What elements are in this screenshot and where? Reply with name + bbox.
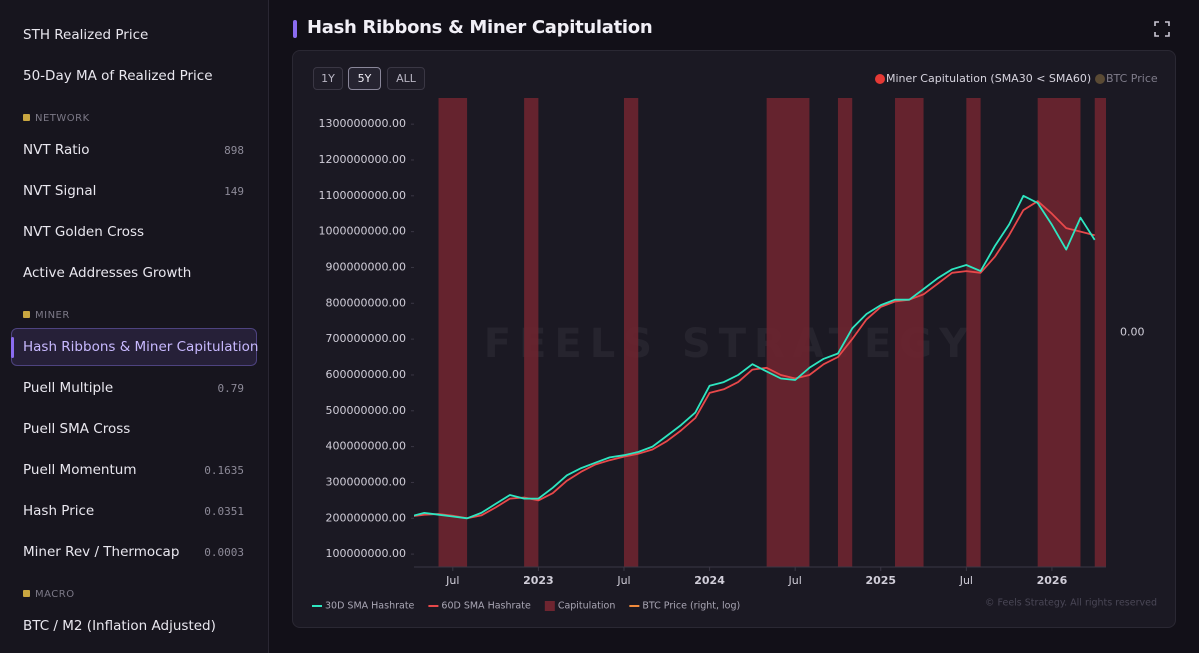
x-tick-label: Jul	[616, 574, 630, 587]
item-label: Puell SMA Cross	[23, 420, 131, 437]
y-tick-label: 200000000.00	[326, 511, 406, 524]
sidebar-item[interactable]: Hash Ribbons & Miner Capitulation	[0, 327, 268, 368]
plot	[414, 98, 1106, 567]
capitulation-band	[438, 98, 468, 567]
item-label: STH Realized Price	[23, 26, 149, 43]
sidebar-section: NETWORK	[0, 97, 268, 130]
item-label: NVT Ratio	[23, 141, 90, 158]
range-button[interactable]: 5Y	[348, 67, 381, 90]
y-tick-label: 400000000.00	[326, 440, 406, 453]
item-label: Miner Rev / Thermocap	[23, 543, 180, 560]
y-tick-label: 500000000.00	[326, 404, 406, 417]
sidebar-section: MACRO	[0, 573, 268, 606]
fullscreen-icon[interactable]	[1153, 20, 1171, 38]
x-tick-label: Jul	[445, 574, 459, 587]
sidebar-item[interactable]: Puell Momentum 0.1635	[0, 450, 268, 491]
legend-label: BTC Price	[1106, 72, 1158, 85]
y-tick-label: 800000000.00	[326, 296, 406, 309]
y-tick-label: 700000000.00	[326, 332, 406, 345]
y-tick-label: 1300000000.00	[319, 117, 406, 130]
item-label: NVT Golden Cross	[23, 223, 145, 240]
item-value: 898	[224, 143, 244, 157]
sidebar-item[interactable]: Active Addresses Growth	[0, 253, 268, 294]
legend-label: Capitulation	[558, 601, 616, 612]
x-tick-label: 2024	[694, 574, 725, 587]
x-tick-label: Jul	[788, 574, 802, 587]
item-value: 0.0003	[204, 545, 244, 559]
y-tick-label: 1000000000.00	[319, 225, 406, 238]
capitulation-band	[1094, 98, 1106, 567]
y-tick-label: 600000000.00	[326, 368, 406, 381]
item-label: Puell Momentum	[23, 461, 137, 478]
legend-label: Miner Capitulation (SMA30 < SMA60)	[886, 72, 1091, 85]
section-label: MACRO	[23, 589, 75, 600]
item-label: Hash Ribbons & Miner Capitulation	[23, 338, 259, 355]
series-line	[414, 194, 1096, 520]
item-value: 0.79	[217, 381, 245, 395]
legend-label: 60D SMA Hashrate	[441, 601, 531, 612]
item-label: Puell Multiple	[23, 379, 114, 396]
sidebar-item[interactable]: STH Realized Price	[0, 15, 268, 56]
legend-label: BTC Price (right, log)	[642, 601, 740, 612]
y-tick-label: 100000000.00	[326, 547, 406, 560]
y2-tick-label: 0.00	[1120, 326, 1145, 339]
section-label: NETWORK	[23, 113, 90, 124]
copyright: © Feels Strategy. All rights reserved	[985, 598, 1157, 609]
sidebar-item[interactable]: NVT Golden Cross	[0, 212, 268, 253]
x-tick-label: Jul	[959, 574, 973, 587]
item-value: 149	[224, 184, 244, 198]
item-label: Active Addresses Growth	[23, 264, 192, 281]
x-tick-label: 2023	[523, 574, 554, 587]
range-button[interactable]: ALL	[387, 67, 425, 90]
legend-dot	[1095, 74, 1105, 84]
item-label: 50-Day MA of Realized Price	[23, 67, 213, 84]
sidebar-item[interactable]: Hash Price 0.0351	[0, 491, 268, 532]
capitulation-band	[966, 98, 981, 567]
item-label: Hash Price	[23, 502, 95, 519]
item-value: 0.1635	[204, 463, 244, 477]
page-title: Hash Ribbons & Miner Capitulation	[307, 17, 653, 38]
sidebar-section: MINER	[0, 294, 268, 327]
y-tick-label: 300000000.00	[326, 475, 406, 488]
capitulation-band	[1037, 98, 1081, 567]
sidebar-item[interactable]: NVT Signal 149	[0, 171, 268, 212]
y-tick-label: 900000000.00	[326, 260, 406, 273]
capitulation-band	[837, 98, 853, 567]
series-line	[414, 200, 1095, 520]
sidebar-item[interactable]: Puell SMA Cross	[0, 409, 268, 450]
sidebar-item[interactable]: BTC / M2 (Inflation Adjusted)	[0, 606, 268, 647]
legend-swatch	[544, 601, 555, 611]
section-label: MINER	[23, 310, 70, 321]
item-label: BTC / M2 (Inflation Adjusted)	[23, 617, 216, 634]
x-tick-label: 2025	[865, 574, 896, 587]
sidebar-item[interactable]: 50-Day MA of Realized Price	[0, 56, 268, 97]
capitulation-band	[766, 98, 810, 567]
title-accent	[293, 20, 297, 38]
capitulation-band	[623, 98, 639, 567]
watermark: FEELS STRATEGY	[484, 321, 976, 367]
sidebar-item[interactable]: Puell Multiple 0.79	[0, 368, 268, 409]
legend-dot	[875, 74, 885, 84]
legend-label: 30D SMA Hashrate	[325, 601, 415, 612]
capitulation-band	[524, 98, 539, 567]
capitulation-band	[895, 98, 924, 567]
item-label: NVT Signal	[23, 182, 97, 199]
sidebar-item[interactable]: NVT Ratio 898	[0, 130, 268, 171]
item-value: 0.0351	[204, 504, 244, 518]
x-tick-label: 2026	[1037, 574, 1068, 587]
sidebar-item[interactable]: Miner Rev / Thermocap 0.0003	[0, 532, 268, 573]
sidebar: STH Realized Price 50-Day MA of Realized …	[0, 0, 269, 653]
y-tick-label: 1200000000.00	[319, 153, 406, 166]
y-tick-label: 1100000000.00	[319, 189, 406, 202]
range-button[interactable]: 1Y	[313, 67, 343, 90]
